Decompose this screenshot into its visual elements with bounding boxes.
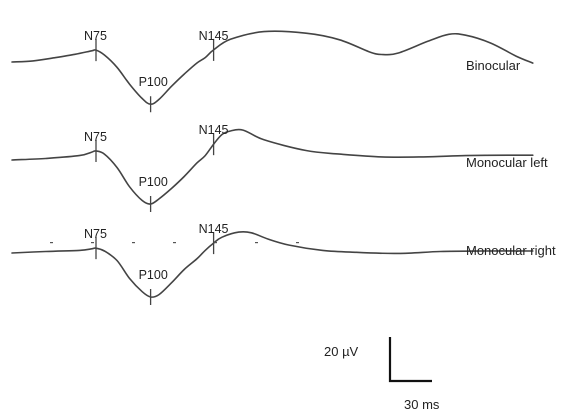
condition-label-binocular: Binocular xyxy=(466,58,521,73)
baseline-dash xyxy=(132,242,135,244)
peak-label-p100-binocular: P100 xyxy=(139,75,168,89)
peak-label-n75-monocular-right: N75 xyxy=(84,227,107,241)
peak-markers-layer xyxy=(95,38,215,305)
peak-label-n75-monocular-left: N75 xyxy=(84,130,107,144)
traces-layer xyxy=(11,30,534,298)
baseline-dash xyxy=(255,242,258,244)
baseline-dash xyxy=(50,242,53,244)
trace-monocular-left xyxy=(11,128,534,205)
baseline-dash xyxy=(296,242,299,244)
condition-label-monocular-right: Monocular right xyxy=(466,243,556,258)
trace-monocular-right xyxy=(11,230,534,298)
condition-label-monocular-left: Monocular left xyxy=(466,155,548,170)
labels-layer: N75 P100 N145 Binocular N75 P100 N145 Monocular… xyxy=(84,29,556,282)
scale-bar-time-label: 30 ms xyxy=(404,397,440,412)
scale-bar-lines xyxy=(388,337,432,383)
peak-label-p100-monocular-left: P100 xyxy=(139,175,168,189)
scale-bar-voltage-label: 20 µV xyxy=(324,344,359,359)
baseline-dash xyxy=(214,242,217,244)
baseline-dash xyxy=(173,242,176,244)
peak-label-p100-monocular-right: P100 xyxy=(139,268,168,282)
scale-bar: 20 µV 30 ms xyxy=(324,337,440,412)
peak-label-n75-binocular: N75 xyxy=(84,29,107,43)
peak-label-n145-binocular: N145 xyxy=(199,29,229,43)
peak-label-n145-monocular-right: N145 xyxy=(199,222,229,236)
baseline-dash xyxy=(91,242,94,244)
peak-label-n145-monocular-left: N145 xyxy=(199,123,229,137)
